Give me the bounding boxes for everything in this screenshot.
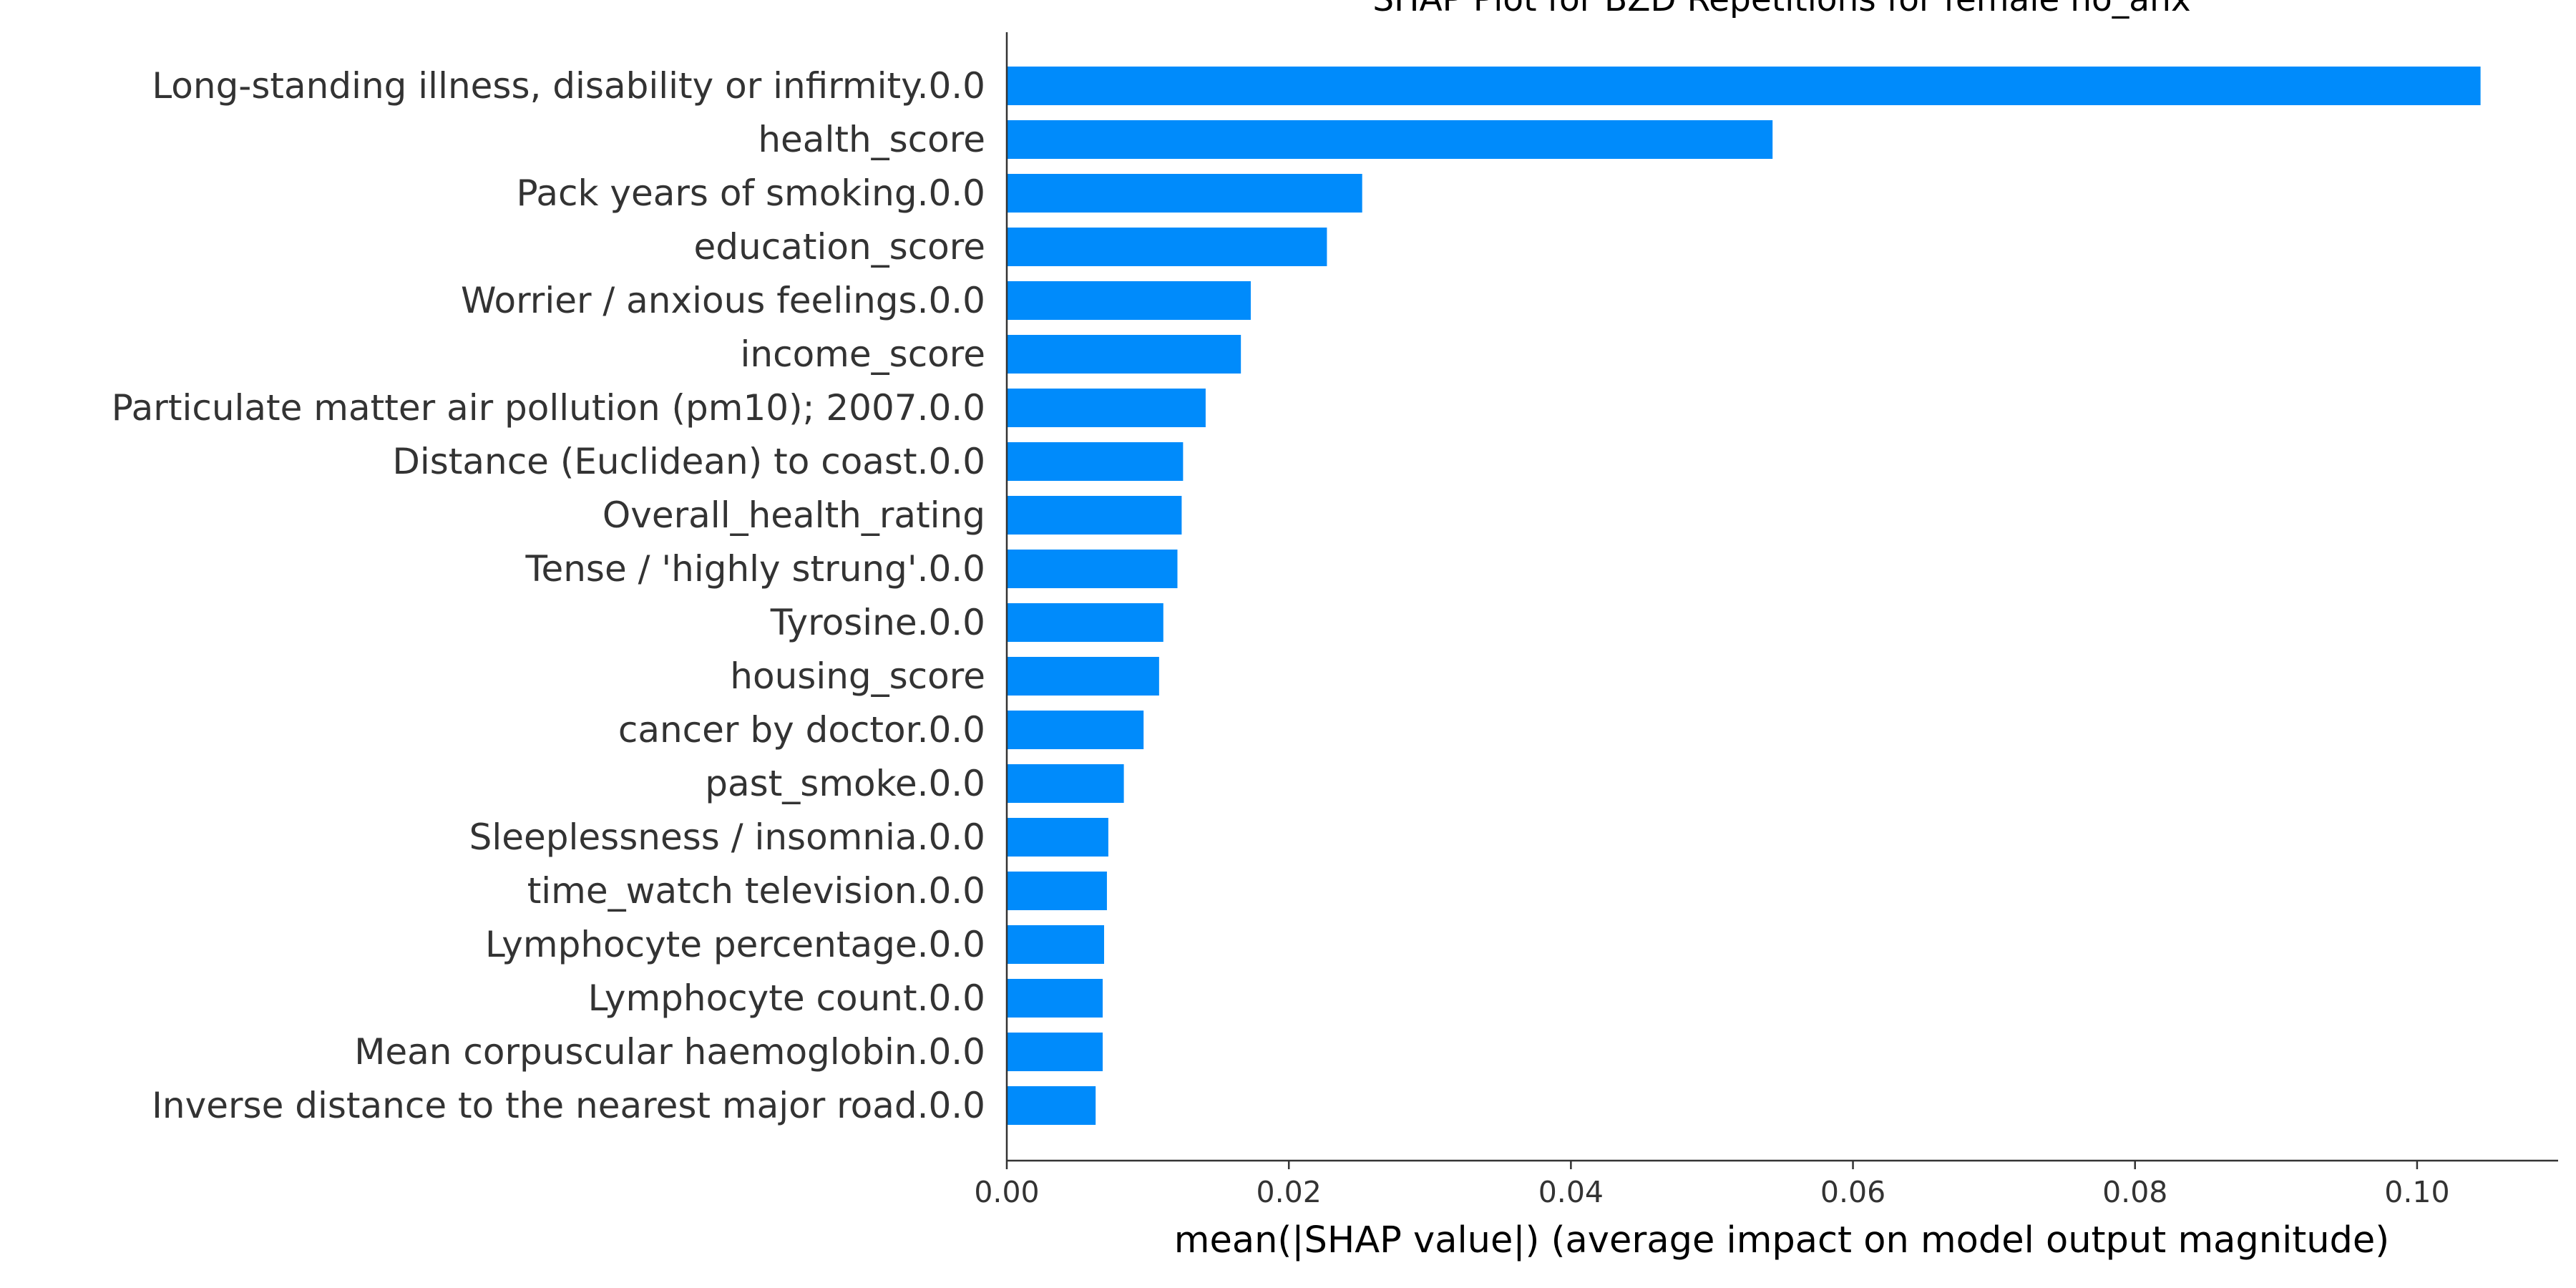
category-label: Tyrosine.0.0 bbox=[770, 602, 985, 643]
bar bbox=[1007, 550, 1178, 588]
x-tick-label: 0.06 bbox=[1820, 1175, 1885, 1209]
category-label: Lymphocyte count.0.0 bbox=[588, 977, 985, 1019]
category-label: time_watch television.0.0 bbox=[527, 870, 985, 912]
x-tick-label: 0.08 bbox=[2102, 1175, 2167, 1209]
category-label: education_score bbox=[694, 226, 985, 268]
category-label: Mean corpuscular haemoglobin.0.0 bbox=[354, 1031, 985, 1073]
x-tick-label: 0.00 bbox=[974, 1175, 1039, 1209]
bar bbox=[1007, 389, 1206, 427]
bars-group bbox=[1007, 67, 2481, 1125]
category-label: Particulate matter air pollution (pm10);… bbox=[112, 387, 985, 429]
bar bbox=[1007, 711, 1144, 749]
bar bbox=[1007, 442, 1184, 481]
bar bbox=[1007, 174, 1362, 213]
x-tick-label: 0.02 bbox=[1257, 1175, 1322, 1209]
category-label: Sleeplessness / insomnia.0.0 bbox=[469, 816, 985, 858]
x-ticks: 0.00 0.02 0.04 0.06 0.08 0.10 bbox=[974, 1161, 2450, 1209]
category-label: housing_score bbox=[730, 655, 985, 697]
category-label: income_score bbox=[741, 333, 985, 375]
bar bbox=[1007, 872, 1107, 910]
bar bbox=[1007, 979, 1103, 1018]
bar bbox=[1007, 764, 1124, 803]
category-label: Worrier / anxious feelings.0.0 bbox=[461, 280, 985, 321]
x-axis-title: mean(|SHAP value|) (average impact on mo… bbox=[1174, 1219, 2389, 1262]
x-tick-label: 0.04 bbox=[1538, 1175, 1604, 1209]
bar bbox=[1007, 228, 1327, 266]
bar bbox=[1007, 67, 2481, 105]
category-label: Overall_health_rating bbox=[602, 494, 985, 536]
bar bbox=[1007, 1086, 1096, 1125]
category-labels: Long-standing illness, disability or inf… bbox=[112, 65, 985, 1126]
category-label: Long-standing illness, disability or inf… bbox=[152, 65, 985, 107]
category-label: Distance (Euclidean) to coast.0.0 bbox=[392, 441, 985, 482]
x-tick-label: 0.10 bbox=[2384, 1175, 2449, 1209]
bar bbox=[1007, 335, 1241, 374]
chart-title: SHAP Plot for BZD Repetitions for female… bbox=[1372, 0, 2190, 19]
category-label: Lymphocyte percentage.0.0 bbox=[485, 924, 985, 965]
bar bbox=[1007, 120, 1773, 159]
category-label: Inverse distance to the nearest major ro… bbox=[152, 1085, 985, 1126]
bar bbox=[1007, 281, 1251, 320]
bar bbox=[1007, 818, 1108, 857]
category-label: Tense / 'highly strung'.0.0 bbox=[525, 548, 985, 590]
category-label: Pack years of smoking.0.0 bbox=[517, 172, 986, 214]
bar bbox=[1007, 496, 1182, 535]
category-label: past_smoke.0.0 bbox=[705, 763, 985, 804]
category-label: cancer by doctor.0.0 bbox=[618, 709, 985, 751]
bar bbox=[1007, 603, 1163, 642]
category-label: health_score bbox=[758, 119, 985, 160]
bar bbox=[1007, 925, 1104, 964]
bar bbox=[1007, 1033, 1103, 1071]
bar bbox=[1007, 657, 1159, 696]
